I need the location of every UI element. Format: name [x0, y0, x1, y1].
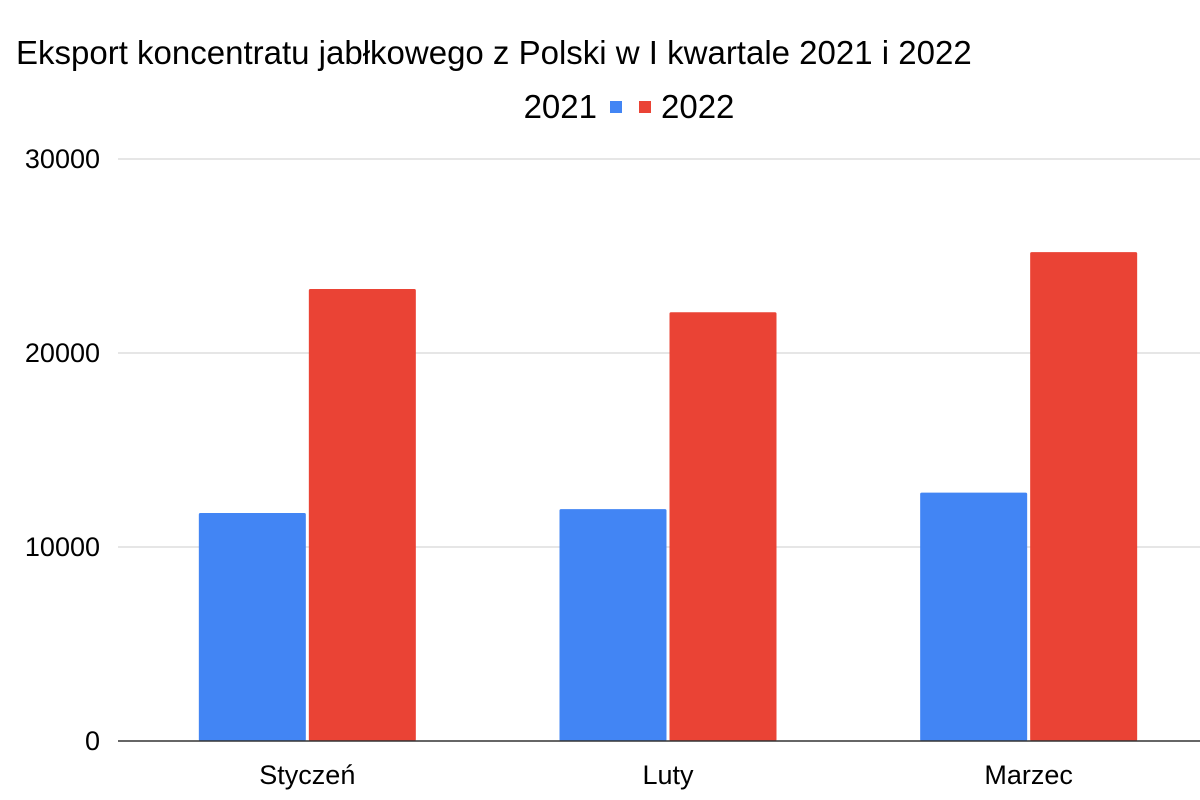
legend-swatch-2022 — [639, 101, 651, 113]
x-category-label: Styczeń — [259, 760, 355, 790]
y-axis-ticks: 0 10000 20000 30000 — [25, 144, 100, 756]
legend-label-2022: 2022 — [661, 88, 734, 125]
bar-2021-Marzec — [920, 492, 1028, 741]
y-tick-label: 30000 — [25, 144, 100, 174]
bar-2021-Luty — [559, 509, 667, 741]
bar-2021-Styczeń — [198, 513, 306, 741]
x-category-label: Marzec — [984, 760, 1073, 790]
x-category-label: Luty — [642, 760, 694, 790]
bar-2022-Marzec — [1030, 252, 1138, 741]
bar-2022-Luty — [669, 312, 777, 741]
x-axis-labels: Styczeń Luty Marzec — [259, 760, 1073, 790]
y-tick-label: 0 — [85, 726, 100, 756]
y-tick-label: 10000 — [25, 532, 100, 562]
bar-2022-Styczeń — [308, 288, 416, 741]
legend-label-2021: 2021 — [524, 88, 597, 125]
legend: 2021 2022 — [524, 88, 735, 125]
legend-swatch-2021 — [610, 101, 622, 113]
bars — [198, 252, 1138, 741]
y-tick-label: 20000 — [25, 338, 100, 368]
chart-title: Eksport koncentratu jabłkowego z Polski … — [16, 34, 972, 71]
